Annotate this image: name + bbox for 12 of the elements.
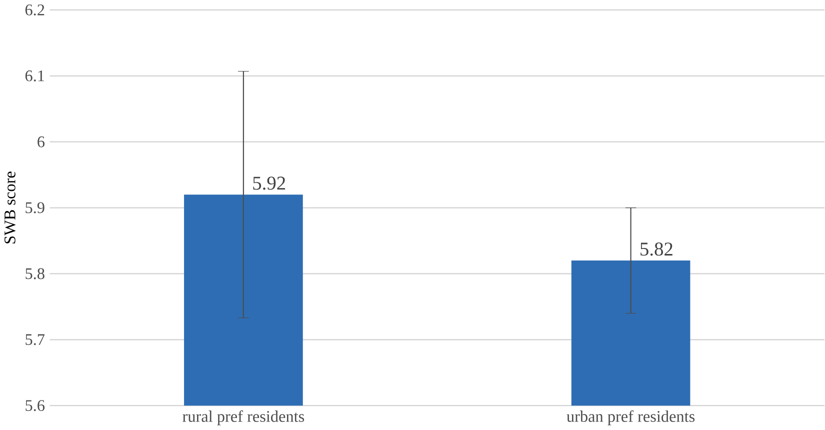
x-tick-label: urban pref residents xyxy=(566,410,695,426)
y-tick-label: 6 xyxy=(38,136,45,148)
y-tick-label: 5.8 xyxy=(26,268,44,280)
x-tick-label: rural pref residents xyxy=(182,410,304,426)
y-tick-label: 5.6 xyxy=(26,400,45,412)
y-axis-title: SWB score xyxy=(4,172,16,244)
y-tick-label: 6.1 xyxy=(25,70,44,82)
y-tick-label: 5.9 xyxy=(26,202,44,214)
y-tick-label: 6.2 xyxy=(25,4,44,16)
y-tick-label: 5.7 xyxy=(26,334,45,346)
data-label: 5.92 xyxy=(253,176,286,190)
data-label: 5.82 xyxy=(640,242,672,256)
